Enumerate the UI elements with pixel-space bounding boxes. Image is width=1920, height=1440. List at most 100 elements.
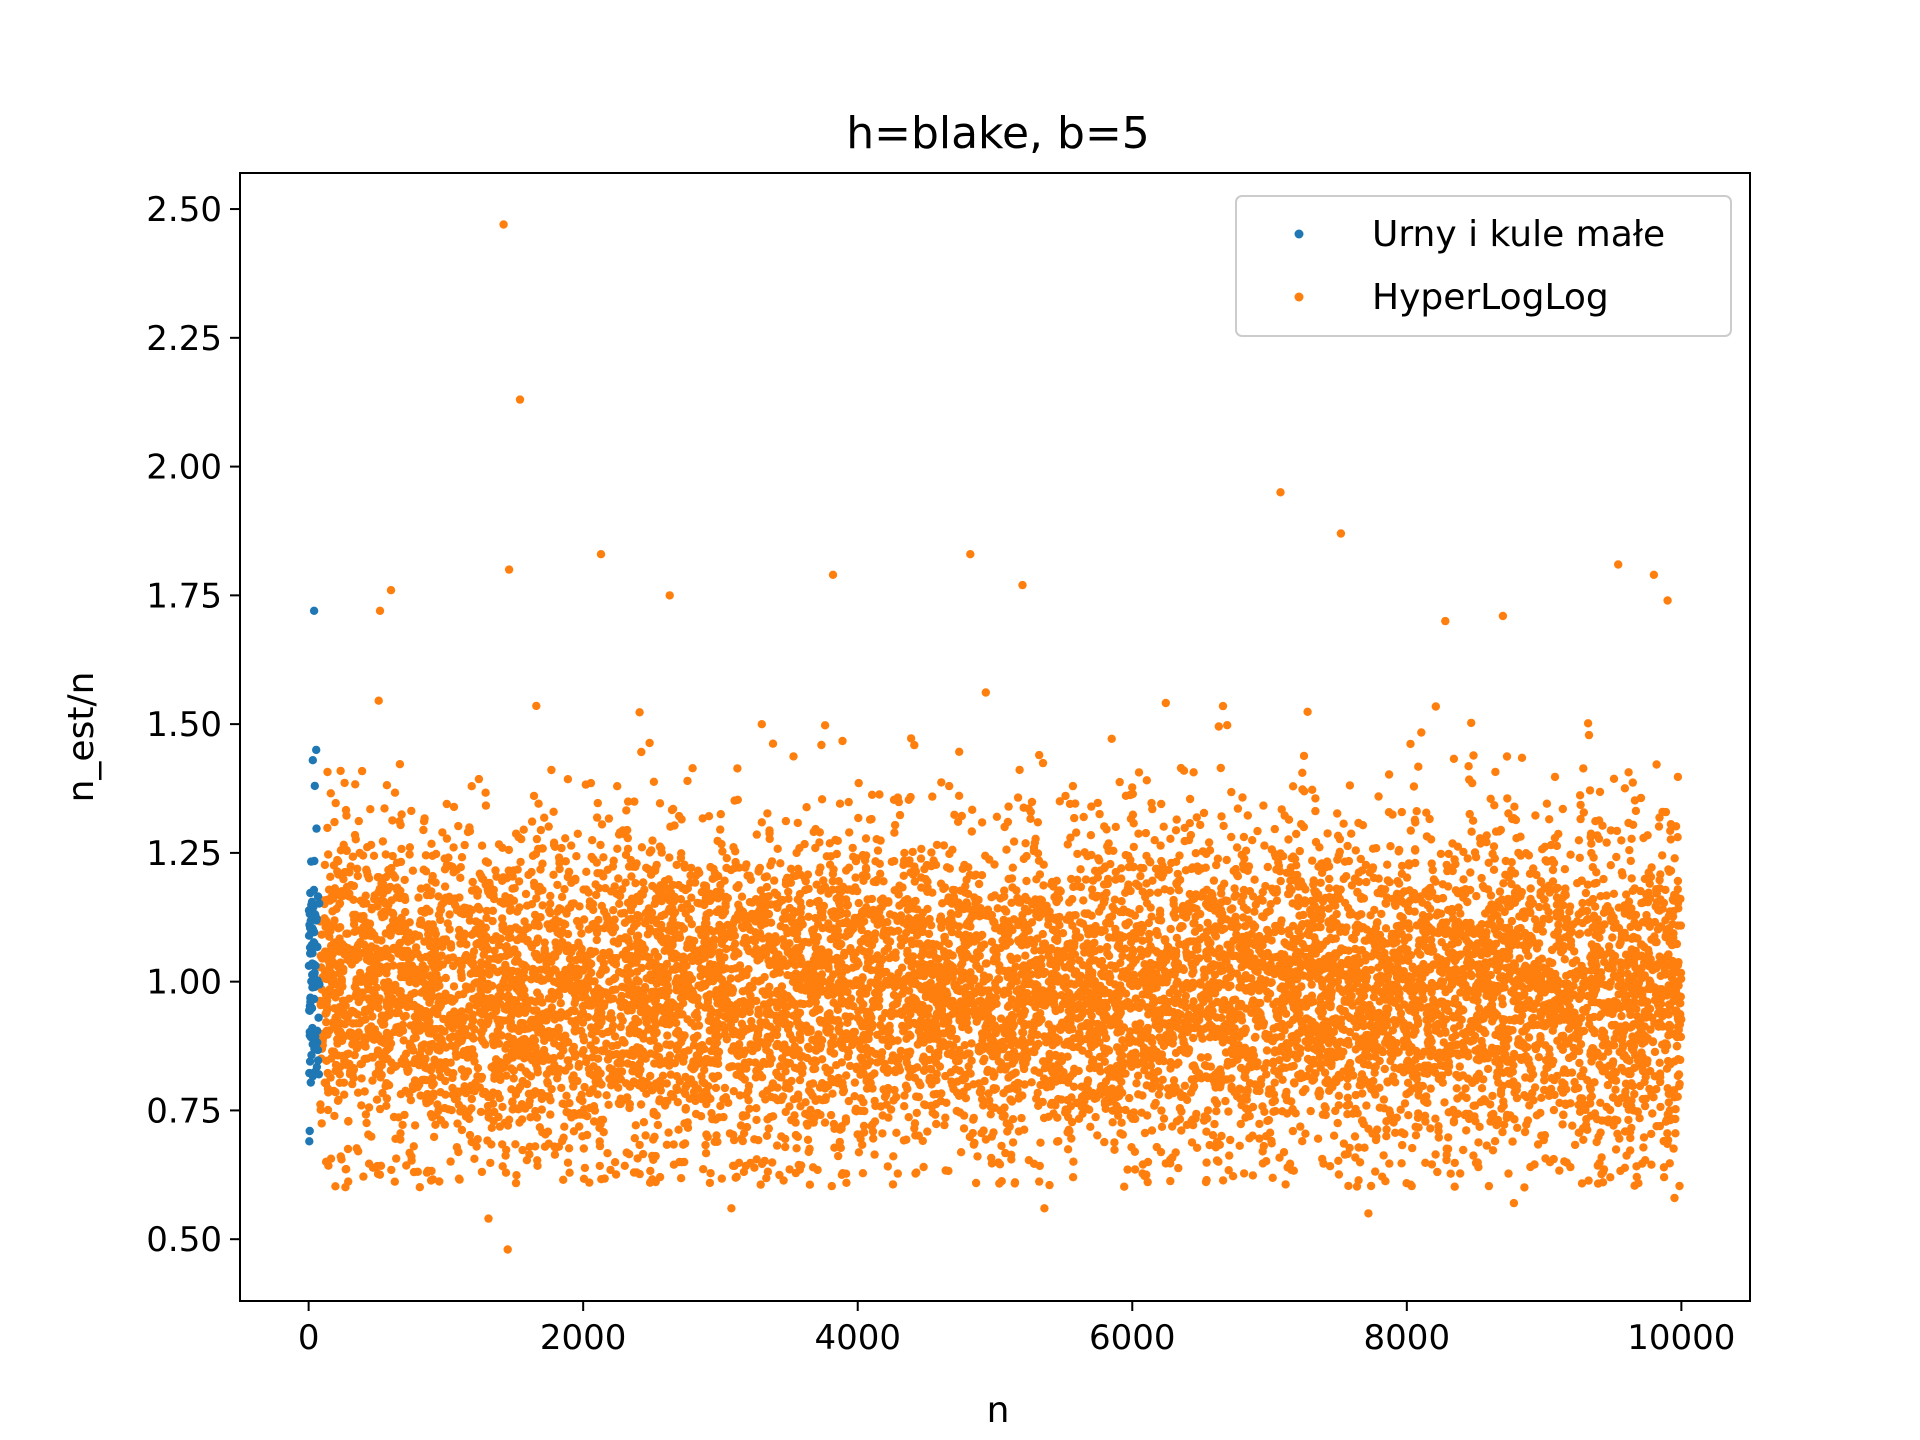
data-point	[1117, 897, 1126, 906]
data-point	[1253, 826, 1262, 836]
data-point	[1602, 838, 1611, 847]
data-point	[676, 1174, 686, 1183]
data-point	[908, 847, 917, 857]
data-point	[1575, 1058, 1584, 1068]
data-point	[1428, 865, 1438, 875]
data-point	[1639, 833, 1648, 843]
data-point	[1270, 1078, 1279, 1087]
data-point	[388, 816, 397, 825]
data-point	[456, 873, 465, 882]
data-point	[461, 982, 471, 991]
data-point	[1620, 909, 1630, 918]
data-point	[359, 1172, 368, 1181]
data-point	[967, 827, 976, 836]
data-point	[916, 854, 926, 863]
data-point	[1189, 967, 1198, 976]
data-point	[683, 776, 692, 786]
data-point	[532, 701, 541, 711]
data-point	[687, 1018, 696, 1027]
data-point	[544, 1092, 554, 1101]
data-point	[1075, 956, 1084, 965]
data-point	[1426, 1124, 1435, 1133]
data-point	[1661, 807, 1671, 817]
data-point	[1139, 864, 1148, 873]
data-point	[512, 1171, 521, 1180]
data-point	[1547, 945, 1557, 955]
data-point	[399, 1036, 408, 1045]
data-point	[1404, 1111, 1413, 1120]
data-point	[817, 795, 827, 804]
data-point	[1630, 1063, 1639, 1073]
data-point	[973, 1152, 982, 1161]
data-point	[1265, 1128, 1275, 1137]
data-point	[1221, 1096, 1230, 1106]
data-point	[1110, 1138, 1119, 1147]
data-point	[1438, 880, 1448, 889]
data-point	[971, 1178, 981, 1188]
data-point	[1537, 954, 1547, 963]
data-point	[427, 839, 436, 848]
data-point	[527, 817, 537, 826]
data-point	[1471, 853, 1481, 862]
data-point	[563, 1056, 572, 1065]
data-point	[1563, 1068, 1572, 1078]
data-point	[1555, 1166, 1564, 1175]
data-point	[977, 818, 987, 827]
data-point	[1339, 1139, 1349, 1148]
data-point	[979, 1126, 988, 1135]
data-point	[1315, 843, 1324, 852]
data-point	[1298, 768, 1307, 777]
data-point	[592, 890, 601, 900]
data-point	[781, 1142, 790, 1152]
data-point	[372, 1095, 382, 1104]
data-point	[883, 1162, 892, 1171]
data-point	[486, 1158, 495, 1168]
data-point	[357, 766, 367, 776]
data-point	[1431, 702, 1441, 711]
data-point	[1047, 969, 1057, 979]
data-point	[1120, 1182, 1129, 1191]
data-point	[1410, 815, 1420, 824]
data-point	[534, 799, 543, 808]
data-point	[1166, 924, 1175, 934]
data-point	[613, 844, 622, 853]
data-point	[427, 876, 437, 885]
data-point	[1212, 860, 1221, 870]
data-point	[1581, 888, 1591, 898]
data-point	[1033, 818, 1043, 827]
data-point	[900, 1091, 909, 1100]
data-point	[1203, 1106, 1213, 1115]
data-point	[531, 1106, 540, 1116]
data-point	[487, 1123, 496, 1133]
data-point	[1091, 1112, 1100, 1122]
data-point	[1256, 1080, 1265, 1089]
data-point	[1409, 782, 1419, 791]
data-point	[1270, 824, 1280, 834]
data-point	[1609, 889, 1619, 898]
data-point	[716, 810, 725, 819]
data-point	[1474, 1138, 1483, 1147]
data-point	[770, 876, 779, 885]
data-point	[938, 899, 947, 908]
data-point	[1396, 1105, 1405, 1114]
data-point	[1270, 1048, 1280, 1057]
data-point	[323, 767, 332, 777]
data-point	[1558, 1120, 1567, 1129]
data-point	[1134, 829, 1143, 838]
series-1	[315, 220, 1686, 1254]
data-point	[1462, 1126, 1471, 1135]
data-point	[1245, 887, 1255, 896]
data-point	[596, 840, 605, 850]
data-point	[1488, 1146, 1498, 1155]
data-point	[599, 853, 608, 862]
data-point	[1138, 1091, 1147, 1100]
data-point	[1288, 782, 1298, 791]
data-point	[959, 1124, 969, 1133]
data-point	[845, 1061, 855, 1071]
data-point	[720, 1083, 730, 1093]
data-point	[1175, 851, 1184, 860]
data-point	[1005, 1001, 1014, 1010]
data-point	[827, 1181, 836, 1191]
data-point	[1406, 826, 1416, 835]
